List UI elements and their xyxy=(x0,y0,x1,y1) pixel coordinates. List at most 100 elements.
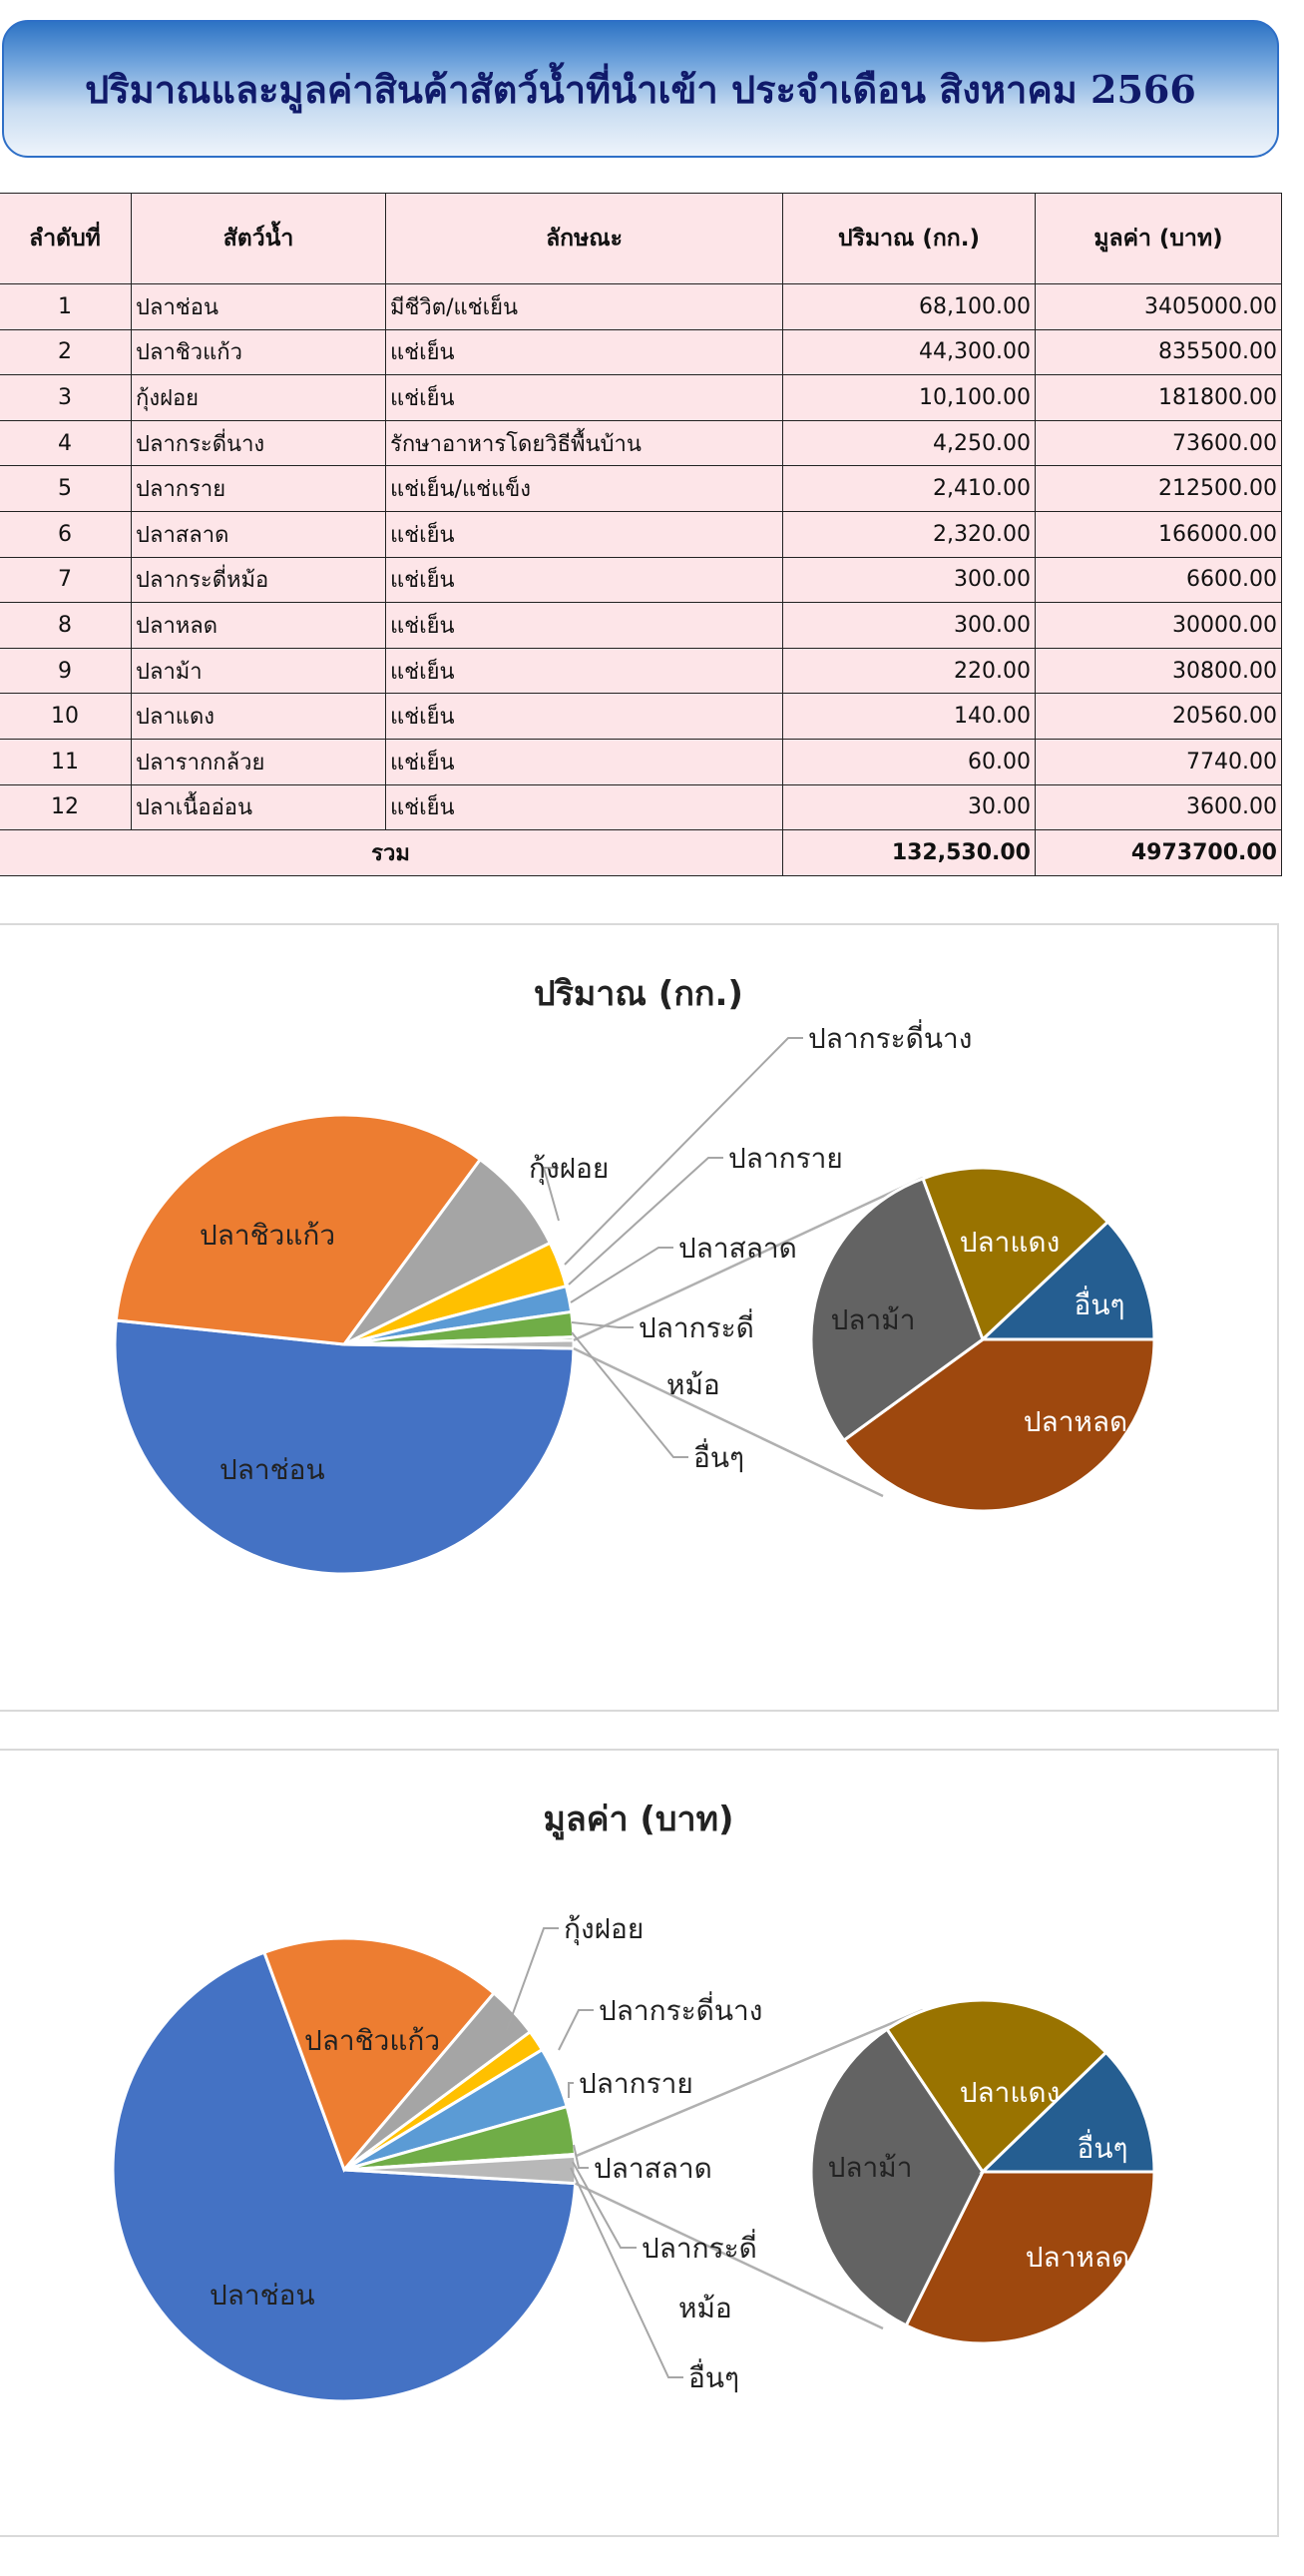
slice-label: ปลาแดง xyxy=(960,2076,1061,2109)
slice-อื่นๆ xyxy=(979,2050,1156,2174)
quantity-cell: 10,100.00 xyxy=(782,374,1036,421)
slice-label: ปลาช่อน xyxy=(219,1453,325,1486)
slice-label: ปลาชิวแก้ว xyxy=(304,2024,440,2057)
species-cell: ปลาหลด xyxy=(131,602,386,649)
callout-line xyxy=(571,1321,634,1328)
callout-line xyxy=(570,1247,673,1303)
order-cell: 4 xyxy=(0,419,132,467)
species-cell: ปลาช่อน xyxy=(131,283,386,330)
type-cell: แช่เย็น xyxy=(385,602,783,649)
slice-ปลาม้า xyxy=(809,1176,985,1443)
callout-line xyxy=(568,2082,574,2098)
table-row: 6 ปลาสลาด แช่เย็น 2,320.00 166000.00 xyxy=(0,510,1282,558)
table-row: 2 ปลาชิวแก้ว แช่เย็น 44,300.00 835500.00 xyxy=(0,328,1282,376)
quantity-cell: 60.00 xyxy=(782,738,1036,785)
callout-label-cont: หม้อ xyxy=(666,1368,720,1401)
callout-label: ปลากราย xyxy=(728,1142,843,1175)
order-cell: 6 xyxy=(0,510,132,558)
order-cell: 5 xyxy=(0,465,132,512)
value-cell: 835500.00 xyxy=(1035,328,1282,376)
quantity-cell: 2,320.00 xyxy=(782,510,1036,558)
order-cell: 8 xyxy=(0,602,132,649)
table-row: 4 ปลากระดี่นาง รักษาอาหารโดยวิธีพื้นบ้าน 4,… xyxy=(0,419,1282,467)
slice-label: ปลาม้า xyxy=(831,1303,916,1336)
species-cell: ปลาเนื้ออ่อน xyxy=(131,783,386,831)
import-table: ลำดับที่ สัตว์น้ำ ลักษณะ ปริมาณ (กก.) มู… xyxy=(0,193,1282,876)
type-cell: แช่เย็น xyxy=(385,693,783,740)
type-cell: แช่เย็น xyxy=(385,647,783,695)
callout-line xyxy=(572,2161,637,2249)
species-cell: ปลากระดี่หม้อ xyxy=(131,556,386,604)
total-label: รวม xyxy=(0,829,783,876)
type-cell: มีชีวิต/แช่เย็น xyxy=(385,283,783,330)
quantity-cell: 300.00 xyxy=(782,556,1036,604)
callout-label: ปลากราย xyxy=(579,2067,693,2100)
connector-line-bottom xyxy=(575,2182,884,2330)
quantity-chart-panel: ปริมาณ (กก.) ปลาช่อน ปลาชิวแก้ว ปลาหลด ปลาม้… xyxy=(0,923,1279,1712)
quantity-cell: 300.00 xyxy=(782,602,1036,649)
order-cell: 1 xyxy=(0,283,132,330)
slice-label: ปลาม้า xyxy=(828,2151,913,2184)
species-cell: ปลารากกล้วย xyxy=(131,738,386,785)
quantity-cell: 2,410.00 xyxy=(782,465,1036,512)
species-cell: ปลาม้า xyxy=(131,647,386,695)
type-cell: แช่เย็น xyxy=(385,374,783,421)
value-cell: 212500.00 xyxy=(1035,465,1282,512)
value-cell: 181800.00 xyxy=(1035,374,1282,421)
quantity-cell: 220.00 xyxy=(782,647,1036,695)
value-cell: 3405000.00 xyxy=(1035,283,1282,330)
callout-line xyxy=(506,1927,559,2031)
value-cell: 7740.00 xyxy=(1035,738,1282,785)
slice-label: ปลาแดง xyxy=(960,1226,1061,1259)
quantity-cell: 68,100.00 xyxy=(782,283,1036,330)
callout-label-cont: หม้อ xyxy=(678,2292,732,2324)
slice-กุ้งฝอย xyxy=(342,1157,553,1346)
callout-label: ปลาสลาด xyxy=(678,1232,797,1265)
slice-ปลาหลด xyxy=(904,2170,1156,2345)
connector-line-top xyxy=(575,2008,924,2158)
callout-line xyxy=(573,2144,589,2169)
col-header-value: มูลค่า (บาท) xyxy=(1035,193,1282,284)
total-value: 4973700.00 xyxy=(1035,829,1282,876)
table-row: 10 ปลาแดง แช่เย็น 140.00 20560.00 xyxy=(0,693,1282,740)
value-cell: 30800.00 xyxy=(1035,647,1282,695)
value-cell: 3600.00 xyxy=(1035,783,1282,831)
slice-ปลาแดง xyxy=(885,1998,1108,2175)
callout-label: ปลากระดี่ xyxy=(639,1308,754,1344)
type-cell: แช่เย็น xyxy=(385,510,783,558)
slice-ปลาแดง xyxy=(921,1166,1110,1342)
species-cell: ปลากระดี่นาง xyxy=(131,419,386,467)
order-cell: 11 xyxy=(0,738,132,785)
type-cell: แช่เย็น/แช่แข็ง xyxy=(385,465,783,512)
quantity-cell: 4,250.00 xyxy=(782,419,1036,467)
order-cell: 12 xyxy=(0,783,132,831)
chart-title: มูลค่า (บาท) xyxy=(543,1800,733,1840)
order-cell: 3 xyxy=(0,374,132,421)
callout-label: กุ้งฝอย xyxy=(529,1152,609,1186)
species-cell: ปลาชิวแก้ว xyxy=(131,328,386,376)
col-header-type: ลักษณะ xyxy=(385,193,783,284)
species-cell: กุ้งฝอย xyxy=(131,374,386,421)
order-cell: 7 xyxy=(0,556,132,604)
slice-label: ปลาชิวแก้ว xyxy=(200,1219,335,1252)
slice-ปลาช่อน xyxy=(111,1950,578,2403)
slice-label: ปลาหลด xyxy=(1026,2241,1129,2274)
species-cell: ปลากราย xyxy=(131,465,386,512)
table-row: 9 ปลาม้า แช่เย็น 220.00 30800.00 xyxy=(0,647,1282,695)
slice-ปลาชิวแก้ว xyxy=(262,1936,497,2173)
slice-อื่นๆ xyxy=(343,1338,576,1350)
slice-ปลาหลด xyxy=(841,1337,1156,1513)
type-cell: แช่เย็น xyxy=(385,556,783,604)
quantity-cell: 44,300.00 xyxy=(782,328,1036,376)
slice-label: อื่นๆ xyxy=(1078,2129,1128,2165)
value-cell: 20560.00 xyxy=(1035,693,1282,740)
value-cell: 73600.00 xyxy=(1035,419,1282,467)
slice-label: อื่นๆ xyxy=(1075,1286,1125,1321)
col-header-order: ลำดับที่ xyxy=(0,193,132,284)
slice-label: ปลาหลด xyxy=(1024,1405,1127,1438)
type-cell: รักษาอาหารโดยวิธีพื้นบ้าน xyxy=(385,419,783,467)
callout-line xyxy=(568,1157,723,1286)
slice-label: ปลาช่อน xyxy=(210,2279,315,2312)
